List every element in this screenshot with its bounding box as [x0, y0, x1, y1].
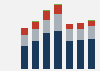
Bar: [66, 41, 73, 69]
Bar: [88, 39, 95, 69]
Bar: [77, 23, 84, 29]
Bar: [88, 21, 95, 26]
Bar: [88, 20, 95, 21]
Bar: [54, 5, 62, 14]
Bar: [66, 29, 73, 41]
Bar: [43, 20, 50, 33]
Bar: [54, 31, 62, 69]
Bar: [77, 29, 84, 40]
Bar: [43, 11, 50, 20]
Bar: [32, 22, 39, 29]
Bar: [43, 10, 50, 11]
Bar: [32, 21, 39, 22]
Bar: [20, 28, 28, 35]
Bar: [32, 41, 39, 69]
Bar: [20, 35, 28, 46]
Bar: [54, 14, 62, 31]
Bar: [88, 26, 95, 39]
Bar: [54, 4, 62, 5]
Bar: [66, 24, 73, 29]
Bar: [77, 40, 84, 69]
Bar: [43, 33, 50, 69]
Bar: [20, 46, 28, 69]
Bar: [32, 29, 39, 41]
